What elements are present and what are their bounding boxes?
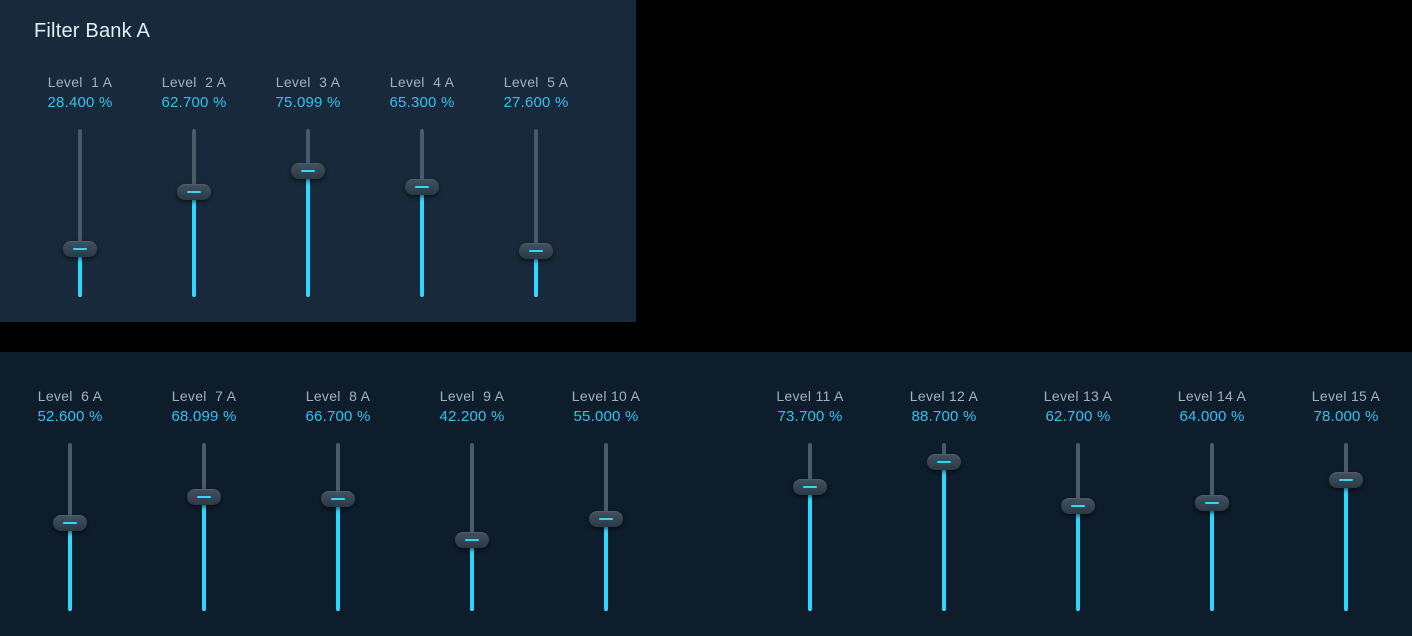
slider-fill bbox=[1210, 503, 1214, 611]
slider-thumb[interactable] bbox=[519, 243, 553, 259]
slider-fill bbox=[192, 192, 196, 297]
slider-label: Level 1 A bbox=[28, 74, 132, 90]
slider-value: 68.099 % bbox=[152, 408, 256, 425]
slider-value: 73.700 % bbox=[758, 408, 862, 425]
slider-thumb[interactable] bbox=[589, 511, 623, 527]
panel-title: Filter Bank A bbox=[34, 20, 150, 43]
level-slider[interactable]: Level 3 A 75.099 % bbox=[256, 74, 360, 297]
slider-value: 55.000 % bbox=[554, 408, 658, 425]
slider-value: 28.400 % bbox=[28, 94, 132, 111]
slider-thumb[interactable] bbox=[1195, 495, 1229, 511]
slider-track[interactable] bbox=[192, 129, 196, 297]
slider-track[interactable] bbox=[420, 129, 424, 297]
level-slider[interactable]: Level 13 A 62.700 % bbox=[1026, 388, 1130, 611]
slider-track[interactable] bbox=[604, 443, 608, 611]
slider-fill bbox=[942, 462, 946, 611]
slider-thumb[interactable] bbox=[177, 184, 211, 200]
slider-value: 27.600 % bbox=[484, 94, 588, 111]
level-slider[interactable]: Level 10 A 55.000 % bbox=[554, 388, 658, 611]
slider-thumb[interactable] bbox=[927, 454, 961, 470]
slider-label: Level 2 A bbox=[142, 74, 246, 90]
slider-label: Level 5 A bbox=[484, 74, 588, 90]
slider-fill bbox=[808, 487, 812, 611]
slider-label: Level 13 A bbox=[1026, 388, 1130, 404]
slider-label: Level 11 A bbox=[758, 388, 862, 404]
slider-fill bbox=[306, 171, 310, 297]
level-slider[interactable]: Level 15 A 78.000 % bbox=[1294, 388, 1398, 611]
slider-thumb[interactable] bbox=[1061, 498, 1095, 514]
level-slider[interactable]: Level 11 A 73.700 % bbox=[758, 388, 862, 611]
slider-value: 62.700 % bbox=[1026, 408, 1130, 425]
level-slider[interactable]: Level 9 A 42.200 % bbox=[420, 388, 524, 611]
slider-label: Level 6 A bbox=[18, 388, 122, 404]
slider-track[interactable] bbox=[336, 443, 340, 611]
filter-bank-a-panel: Filter Bank A Level 1 A 28.400 % Level 2 A… bbox=[0, 0, 636, 322]
level-slider[interactable]: Level 4 A 65.300 % bbox=[370, 74, 474, 297]
slider-fill bbox=[202, 497, 206, 611]
level-slider[interactable]: Level 8 A 66.700 % bbox=[286, 388, 390, 611]
slider-thumb[interactable] bbox=[63, 241, 97, 257]
slider-track[interactable] bbox=[78, 129, 82, 297]
slider-label: Level 4 A bbox=[370, 74, 474, 90]
level-slider[interactable]: Level 2 A 62.700 % bbox=[142, 74, 246, 297]
slider-value: 88.700 % bbox=[892, 408, 996, 425]
level-slider[interactable]: Level 6 A 52.600 % bbox=[18, 388, 122, 611]
slider-thumb[interactable] bbox=[793, 479, 827, 495]
slider-track[interactable] bbox=[68, 443, 72, 611]
slider-thumb[interactable] bbox=[405, 179, 439, 195]
slider-label: Level 8 A bbox=[286, 388, 390, 404]
slider-fill bbox=[68, 523, 72, 611]
slider-value: 78.000 % bbox=[1294, 408, 1398, 425]
slider-value: 52.600 % bbox=[18, 408, 122, 425]
slider-track[interactable] bbox=[1076, 443, 1080, 611]
slider-value: 65.300 % bbox=[370, 94, 474, 111]
slider-label: Level 10 A bbox=[554, 388, 658, 404]
slider-track[interactable] bbox=[1344, 443, 1348, 611]
slider-track[interactable] bbox=[942, 443, 946, 611]
level-slider[interactable]: Level 12 A 88.700 % bbox=[892, 388, 996, 611]
slider-label: Level 14 A bbox=[1160, 388, 1264, 404]
slider-fill bbox=[604, 519, 608, 611]
level-slider[interactable]: Level 14 A 64.000 % bbox=[1160, 388, 1264, 611]
slider-fill bbox=[1076, 506, 1080, 611]
slider-label: Level 7 A bbox=[152, 388, 256, 404]
slider-value: 75.099 % bbox=[256, 94, 360, 111]
slider-track[interactable] bbox=[306, 129, 310, 297]
slider-thumb[interactable] bbox=[187, 489, 221, 505]
slider-label: Level 15 A bbox=[1294, 388, 1398, 404]
slider-value: 64.000 % bbox=[1160, 408, 1264, 425]
slider-track[interactable] bbox=[808, 443, 812, 611]
slider-fill bbox=[470, 540, 474, 611]
slider-thumb[interactable] bbox=[455, 532, 489, 548]
slider-label: Level 12 A bbox=[892, 388, 996, 404]
level-slider[interactable]: Level 7 A 68.099 % bbox=[152, 388, 256, 611]
slider-fill bbox=[420, 187, 424, 297]
level-slider[interactable]: Level 5 A 27.600 % bbox=[484, 74, 588, 297]
slider-thumb[interactable] bbox=[291, 163, 325, 179]
slider-value: 66.700 % bbox=[286, 408, 390, 425]
slider-value: 42.200 % bbox=[420, 408, 524, 425]
slider-label: Level 9 A bbox=[420, 388, 524, 404]
slider-track[interactable] bbox=[1210, 443, 1214, 611]
slider-label: Level 3 A bbox=[256, 74, 360, 90]
slider-thumb[interactable] bbox=[321, 491, 355, 507]
level-slider[interactable]: Level 1 A 28.400 % bbox=[28, 74, 132, 297]
slider-track[interactable] bbox=[470, 443, 474, 611]
slider-thumb[interactable] bbox=[53, 515, 87, 531]
slider-fill bbox=[336, 499, 340, 611]
slider-fill bbox=[1344, 480, 1348, 611]
slider-track[interactable] bbox=[534, 129, 538, 297]
levels-panel: Level 6 A52.600 %Level 7 A68.099 %Level … bbox=[0, 352, 1412, 636]
slider-value: 62.700 % bbox=[142, 94, 246, 111]
slider-thumb[interactable] bbox=[1329, 472, 1363, 488]
slider-track[interactable] bbox=[202, 443, 206, 611]
